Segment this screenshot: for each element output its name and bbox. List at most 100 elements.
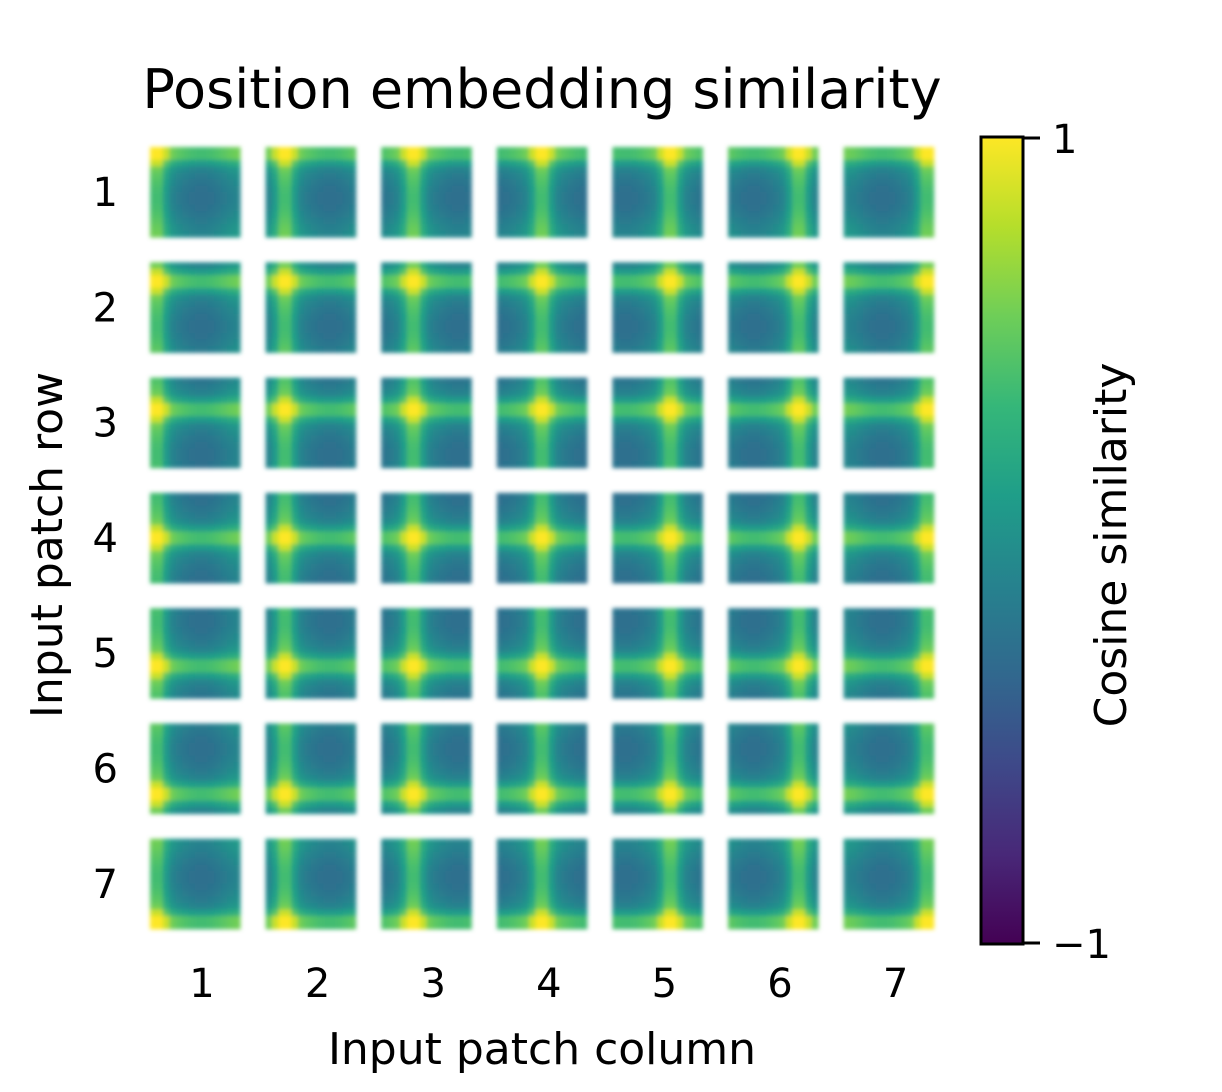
heatmap-cell	[304, 198, 312, 206]
heatmap-cell	[792, 377, 800, 385]
heatmap-cell	[625, 224, 633, 232]
heatmap-cell	[175, 172, 183, 180]
heatmap-cell	[426, 185, 434, 193]
heatmap-cell	[516, 384, 524, 392]
heatmap-cell	[792, 416, 800, 424]
heatmap-cell	[349, 230, 357, 238]
heatmap-cell	[561, 384, 569, 392]
heatmap-cell	[227, 505, 235, 513]
heatmap-cell	[631, 166, 639, 174]
heatmap-cell	[683, 262, 691, 270]
heatmap-cell	[728, 441, 736, 449]
heatmap-cell	[882, 307, 890, 315]
heatmap-cell	[561, 185, 569, 193]
heatmap-cell	[278, 339, 286, 347]
heatmap-cell	[406, 454, 414, 462]
heatmap-cell	[811, 262, 819, 270]
heatmap-cell	[875, 281, 883, 289]
heatmap-cell	[875, 217, 883, 225]
heatmap-cell	[188, 461, 196, 469]
heatmap-cell	[882, 454, 890, 462]
heatmap-cell	[516, 333, 524, 341]
heatmap-cell	[387, 172, 395, 180]
heatmap-cell	[272, 518, 280, 526]
heatmap-cell	[811, 326, 819, 334]
heatmap-cell	[573, 550, 581, 558]
heatmap-cell	[291, 339, 299, 347]
heatmap-cell	[329, 461, 337, 469]
heatmap-cell	[413, 563, 421, 571]
heatmap-cell	[381, 435, 389, 443]
heatmap-cell	[496, 211, 504, 219]
heatmap-cell	[689, 320, 697, 328]
heatmap-cell	[573, 409, 581, 417]
heatmap-cell	[875, 262, 883, 270]
heatmap-cell	[663, 217, 671, 225]
heatmap-cell	[201, 159, 209, 167]
heatmap-cell	[426, 537, 434, 545]
heatmap-cell	[400, 377, 408, 385]
heatmap-cell	[683, 224, 691, 232]
heatmap-cell	[734, 204, 742, 212]
heatmap-cell	[156, 345, 164, 353]
heatmap-cell	[439, 345, 447, 353]
heatmap-cell	[182, 345, 190, 353]
heatmap-cell	[728, 422, 736, 430]
heatmap-cell	[182, 300, 190, 308]
heatmap-cell	[875, 147, 883, 155]
heatmap-cell	[445, 525, 453, 533]
heatmap-cell	[907, 159, 915, 167]
heatmap-cell	[317, 416, 325, 424]
heatmap-cell	[336, 390, 344, 398]
heatmap-cell	[798, 326, 806, 334]
heatmap-cell	[156, 403, 164, 411]
heatmap-cell	[740, 333, 748, 341]
heatmap-cell	[426, 454, 434, 462]
heatmap-cell	[413, 429, 421, 437]
heatmap-cell	[875, 345, 883, 353]
heatmap-cell	[400, 166, 408, 174]
heatmap-cell	[689, 313, 697, 321]
heatmap-cell	[304, 268, 312, 276]
heatmap-cell	[284, 217, 292, 225]
heatmap-cell	[297, 307, 305, 315]
heatmap-cell	[625, 313, 633, 321]
heatmap-cell	[201, 518, 209, 526]
heatmap-cell	[676, 435, 684, 443]
heatmap-cell	[413, 166, 421, 174]
heatmap-cell	[284, 262, 292, 270]
heatmap-cell	[766, 339, 774, 347]
heatmap-cell	[528, 563, 536, 571]
heatmap-cell	[554, 409, 562, 417]
heatmap-cell	[439, 505, 447, 513]
heatmap-cell	[882, 192, 890, 200]
heatmap-cell	[233, 159, 241, 167]
heatmap-cell	[734, 268, 742, 276]
heatmap-cell	[201, 403, 209, 411]
heatmap-cell	[554, 262, 562, 270]
heatmap-cell	[169, 576, 177, 584]
heatmap-cell	[650, 435, 658, 443]
heatmap-cell	[850, 313, 858, 321]
heatmap-cell	[561, 159, 569, 167]
heatmap-cell	[426, 204, 434, 212]
heatmap-cell	[419, 518, 427, 526]
heatmap-cell	[387, 396, 395, 404]
heatmap-cell	[573, 429, 581, 437]
heatmap-cell	[323, 429, 331, 437]
heatmap-cell	[580, 159, 588, 167]
heatmap-cell	[220, 262, 228, 270]
heatmap-cell	[875, 326, 883, 334]
heatmap-cell	[638, 217, 646, 225]
heatmap-cell	[426, 512, 434, 520]
heatmap-cell	[914, 230, 922, 238]
heatmap-cell	[862, 294, 870, 302]
heatmap-cell	[496, 403, 504, 411]
heatmap-cell	[631, 307, 639, 315]
heatmap-cell	[843, 409, 851, 417]
heatmap-cell	[914, 320, 922, 328]
heatmap-cell	[907, 294, 915, 302]
heatmap-cell	[785, 409, 793, 417]
heatmap-cell	[323, 505, 331, 513]
heatmap-cell	[400, 211, 408, 219]
